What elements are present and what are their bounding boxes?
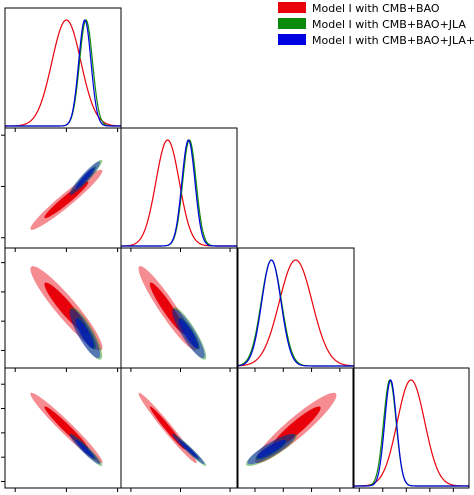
- contour-inner-1: [270, 406, 321, 450]
- panel-body: [30, 266, 103, 360]
- contour-inner-3: [75, 439, 95, 459]
- panel-Omega_m-w0: .225.275.325: [1, 127, 122, 252]
- panel-frame: [237, 247, 355, 369]
- legend-swatch-3: [278, 34, 306, 45]
- panels-layer: .225.275.325.80.85.90.95−1.8−1.5−1.26669…: [1, 7, 470, 495]
- panel-body: [5, 19, 121, 127]
- density-curve-2: [353, 379, 469, 487]
- density-curve-1: [121, 139, 237, 247]
- panel-body: [30, 392, 103, 466]
- panel-frame: [4, 7, 122, 129]
- panel-body: [353, 379, 469, 487]
- density-curve-1: [353, 379, 469, 487]
- contour-inner-3: [75, 167, 95, 189]
- contour-inner-1: [44, 406, 89, 450]
- panel-frame: [120, 247, 238, 369]
- panel-H0-Omega_m: 0.2250.2750.325: [115, 367, 246, 495]
- density-curve-3: [121, 139, 237, 247]
- density-curve-1: [5, 19, 121, 127]
- density-curve-3: [238, 259, 354, 367]
- contour-inner-1: [149, 406, 186, 450]
- legend-label-2: Model I with CMB+BAO+JLA: [312, 18, 466, 31]
- contour-inner-3: [178, 318, 199, 349]
- panel-frame: [120, 367, 238, 489]
- contour-inner-3: [75, 318, 95, 349]
- contour-inner-3: [256, 439, 286, 459]
- panel-Omega_m-Omega_m: [120, 127, 238, 252]
- legend-entry-2: Model I with CMB+BAO+JLA: [278, 18, 466, 31]
- panel-w0-w0: [4, 7, 122, 132]
- panel-body: [238, 259, 354, 367]
- contour-inner-3: [178, 439, 199, 459]
- density-curve-1: [238, 259, 354, 367]
- panel-body: [246, 392, 337, 466]
- panel-body: [30, 159, 103, 230]
- panel-sigma8-w0: .80.85.90.95: [1, 247, 122, 372]
- panel-body: [138, 266, 207, 360]
- panel-sigma8-Omega_m: [120, 247, 238, 372]
- contour-inner-1: [149, 282, 186, 335]
- panel-sigma8-sigma8: [237, 247, 355, 372]
- density-curve-2: [121, 139, 237, 247]
- density-curve-3: [353, 379, 469, 487]
- legend-swatch-2: [278, 18, 306, 29]
- panel-H0-H0: 6669727578: [352, 367, 470, 495]
- legend-swatch-1: [278, 2, 306, 13]
- panel-frame: [120, 127, 238, 249]
- density-curve-2: [238, 259, 354, 367]
- panel-H0-sigma8: 0.800.850.900.95: [237, 367, 355, 495]
- panel-body: [138, 392, 207, 466]
- density-curve-2: [5, 19, 121, 127]
- panel-H0-w0: −1.8−1.5−1.26669727578: [1, 367, 131, 495]
- density-curve-3: [5, 19, 121, 127]
- panel-frame: [4, 127, 122, 249]
- contour-inner-1: [44, 181, 89, 219]
- legend-entry-1: Model I with CMB+BAO: [278, 2, 440, 15]
- panel-frame: [352, 367, 470, 489]
- panel-body: [121, 139, 237, 247]
- panel-frame: [237, 367, 355, 489]
- legend-label-3: Model I with CMB+BAO+JLA+CC: [312, 34, 474, 47]
- legend-label-1: Model I with CMB+BAO: [312, 2, 440, 15]
- legend: Model I with CMB+BAO Model I with CMB+BA…: [278, 2, 474, 47]
- legend-entry-3: Model I with CMB+BAO+JLA+CC: [278, 34, 474, 47]
